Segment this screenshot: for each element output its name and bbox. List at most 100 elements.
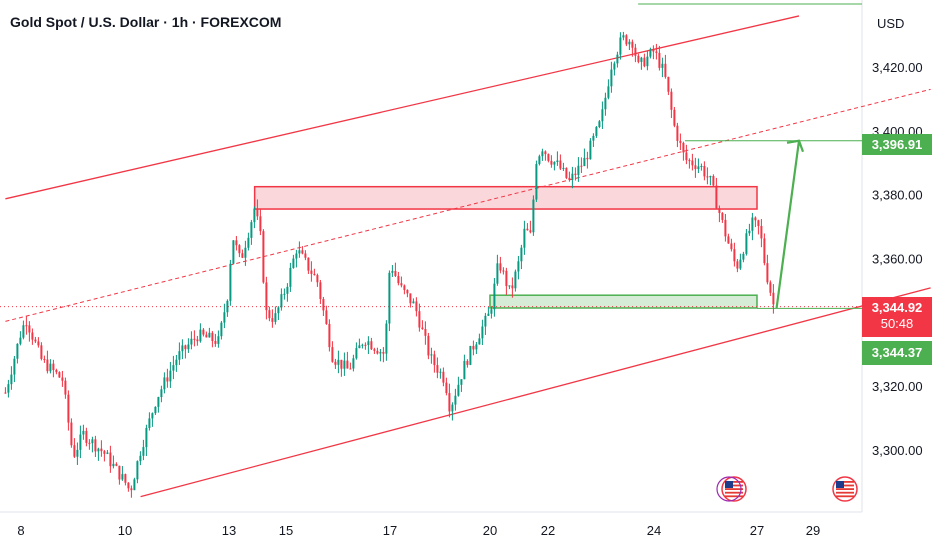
candle-body: [55, 369, 58, 373]
candle-body: [247, 237, 250, 248]
candle-body: [253, 208, 256, 223]
candle-body: [712, 176, 715, 186]
candle-body: [52, 363, 55, 370]
candle-body: [601, 109, 604, 122]
flag-canton: [725, 481, 733, 488]
candle-body: [286, 286, 289, 294]
projection-arrow-line: [775, 140, 801, 309]
candle-body: [658, 52, 661, 68]
x-tick-label: 24: [647, 523, 661, 538]
candle-body: [436, 365, 439, 373]
candle-body: [592, 135, 595, 141]
candle-body: [133, 479, 136, 491]
candle-body: [709, 176, 712, 178]
candle-body: [739, 259, 742, 269]
candle-body: [379, 351, 382, 354]
candle-body: [514, 271, 517, 289]
candle-body: [457, 384, 460, 396]
candle-body: [388, 272, 391, 324]
flag-stripe: [836, 491, 854, 494]
candle-body: [715, 185, 718, 209]
candle-body: [562, 167, 565, 169]
candle-body: [268, 310, 271, 319]
bid-price-tag: 3,344.37: [862, 341, 932, 365]
candle-body: [166, 377, 169, 382]
candle-body: [454, 395, 457, 405]
candle-body: [736, 261, 739, 269]
candle-body: [463, 360, 466, 380]
candle-body: [511, 285, 514, 289]
candle-body: [364, 344, 367, 346]
candle-body: [112, 463, 115, 467]
candle-body: [163, 377, 166, 390]
candle-body: [340, 359, 343, 369]
candle-body: [607, 86, 610, 98]
candle-body: [673, 109, 676, 126]
candle-body: [502, 270, 505, 272]
projection-arrow-head: [786, 139, 805, 153]
candle-body: [370, 341, 373, 350]
candle-body: [730, 243, 733, 250]
candle-body: [742, 253, 745, 260]
candle-body: [130, 488, 133, 491]
x-tick-label: 17: [383, 523, 397, 538]
candle-body: [154, 406, 157, 414]
candle-body: [211, 332, 214, 341]
candle-body: [520, 247, 523, 262]
flag-stripe: [725, 488, 743, 490]
candle-body: [745, 233, 748, 254]
candle-body: [748, 230, 751, 234]
candle-body: [103, 451, 106, 454]
candle-body: [772, 292, 775, 305]
y-tick-label: 3,320.00: [872, 379, 923, 394]
candle-body: [301, 250, 304, 254]
candle-body: [661, 63, 664, 68]
target-price-tag: 3,396.91: [862, 134, 932, 155]
candle-body: [595, 126, 598, 136]
candle-body: [619, 37, 622, 55]
candle-body: [361, 344, 364, 346]
candle-body: [127, 482, 130, 489]
candle-body: [259, 216, 262, 232]
candle-body: [40, 345, 43, 359]
candle-body: [73, 445, 76, 457]
candle-body: [433, 354, 436, 366]
candle-body: [295, 253, 298, 259]
candle-body: [205, 334, 208, 338]
candle-body: [475, 344, 478, 350]
candle-body: [688, 160, 691, 162]
candle-body: [421, 327, 424, 330]
candle-body: [13, 358, 16, 375]
candle-body: [367, 341, 370, 346]
candle-body: [19, 337, 22, 344]
candle-body: [118, 465, 121, 480]
candle-body: [355, 348, 358, 359]
us-flag-icon: [832, 476, 858, 502]
candle-body: [577, 165, 580, 176]
y-tick-label: 3,360.00: [872, 252, 923, 267]
candle-body: [409, 293, 412, 304]
candle-body: [418, 311, 421, 328]
candle-body: [667, 76, 670, 92]
candle-body: [604, 97, 607, 110]
candle-body: [613, 63, 616, 70]
last-price-tag: 3,344.92 50:48: [862, 297, 932, 337]
currency-label: USD: [877, 16, 905, 31]
candle-body: [136, 461, 139, 480]
candle-body: [22, 325, 25, 338]
candle-body: [391, 270, 394, 273]
candle-body: [142, 447, 145, 456]
candle-body: [586, 157, 589, 160]
candle-body: [61, 377, 64, 381]
candle-body: [10, 374, 13, 385]
candle-body: [460, 379, 463, 385]
x-tick-label: 20: [483, 523, 497, 538]
bar-countdown: 50:48: [880, 316, 914, 331]
candle-body: [115, 463, 118, 466]
candle-body: [202, 329, 205, 335]
candle-body: [628, 41, 631, 45]
flag-stripe: [836, 495, 854, 498]
candle-body: [442, 371, 445, 383]
flag-stripe: [725, 491, 743, 494]
